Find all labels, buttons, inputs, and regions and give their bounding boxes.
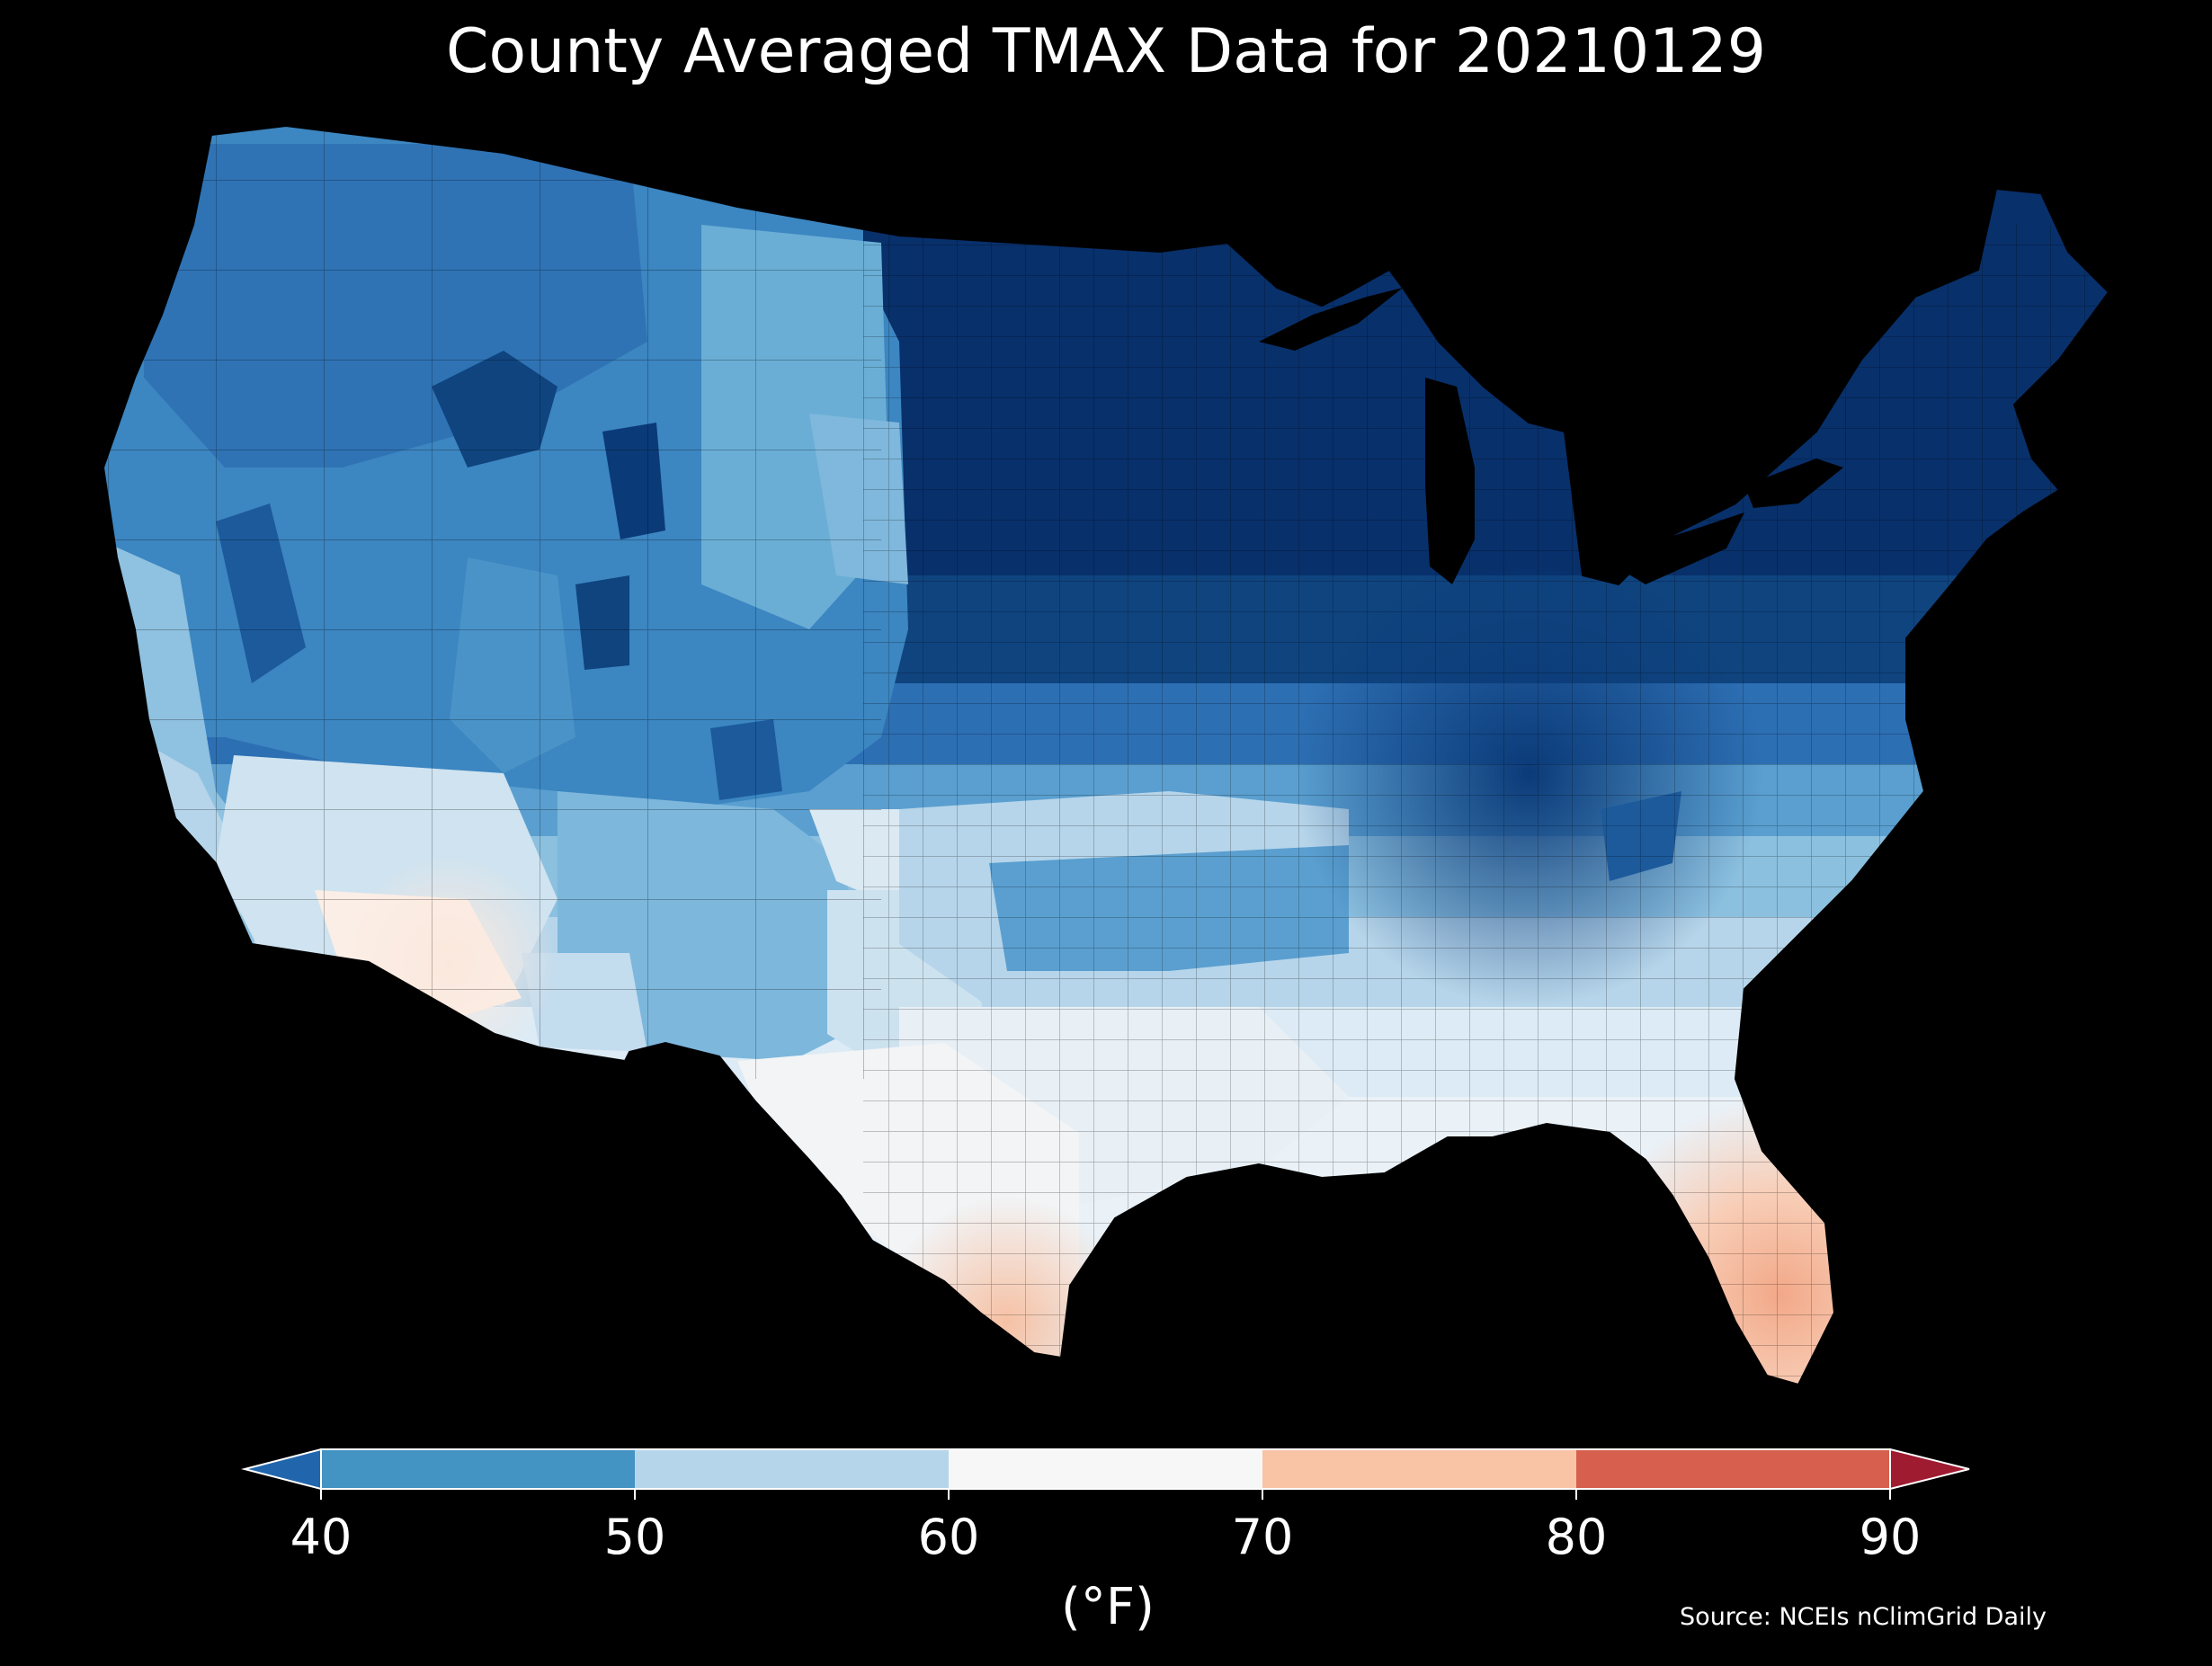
colorbar-tick-label: 50 — [603, 1509, 666, 1565]
map-title: County Averaged TMAX Data for 20210129 — [446, 16, 1766, 87]
colorbar-bin — [635, 1449, 949, 1489]
colorbar-tick-label: 40 — [290, 1509, 352, 1565]
colorbar-extend-low — [241, 1448, 322, 1491]
colorbar — [241, 1448, 1970, 1500]
colorbar-bin — [949, 1449, 1262, 1489]
great-lakes — [1259, 288, 1843, 584]
colorbar-unit-label: (°F) — [1061, 1578, 1155, 1636]
colorbar-tick-label: 80 — [1545, 1509, 1608, 1565]
colorbar-extend-high — [1889, 1448, 1970, 1491]
colorbar-bin — [1262, 1449, 1576, 1489]
colorbar-bin — [1576, 1449, 1890, 1489]
colorbar-tick-label: 90 — [1859, 1509, 1922, 1565]
colorbar-bin — [321, 1449, 635, 1489]
colorbar-tick-label: 70 — [1231, 1509, 1294, 1565]
source-credit: Source: NCEIs nClimGrid Daily — [1680, 1603, 2047, 1631]
colorbar-tick-label: 60 — [917, 1509, 980, 1565]
